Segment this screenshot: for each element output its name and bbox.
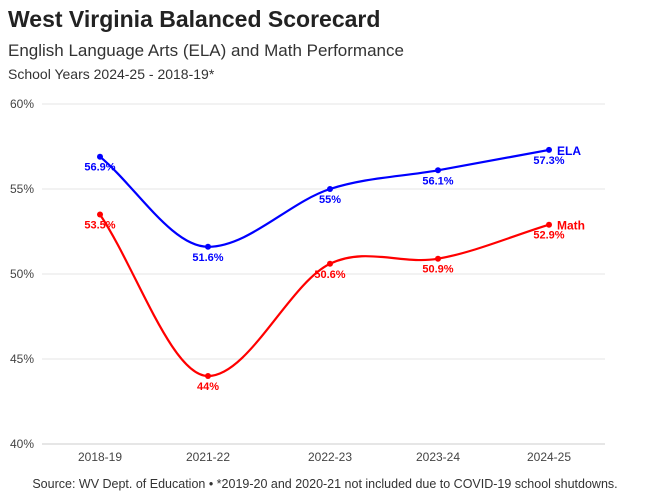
line-chart: 40% 45% 50% 55% 60% 2018-19 2021-22 2022-23 2023… (10, 97, 605, 464)
ela-point (97, 153, 103, 160)
x-tick-label: 2023-24 (416, 450, 460, 464)
math-data-label: 52.9% (533, 230, 564, 242)
x-tick-label: 2022-23 (308, 450, 352, 464)
ela-series-label: ELA (557, 144, 581, 158)
source-note: Source: WV Dept. of Education • *2019-20… (32, 477, 618, 491)
math-series-label: Math (557, 219, 585, 233)
ela-point (205, 243, 211, 250)
chart-subtitle: English Language Arts (ELA) and Math Per… (8, 41, 404, 60)
y-tick-label: 55% (10, 182, 34, 196)
x-tick-label: 2018-19 (78, 450, 122, 464)
y-tick-label: 45% (10, 352, 34, 366)
ela-data-label: 56.9% (84, 162, 115, 174)
ela-data-label: 56.1% (422, 175, 453, 187)
math-point (97, 211, 103, 218)
math-data-label: 44% (197, 381, 219, 393)
math-data-label: 50.6% (314, 269, 345, 281)
ela-data-label: 55% (319, 194, 341, 206)
math-point (435, 255, 441, 262)
chart-title: West Virginia Balanced Scorecard (8, 6, 381, 32)
y-tick-label: 60% (10, 97, 34, 111)
y-tick-label: 50% (10, 267, 34, 281)
math-line (99, 213, 550, 378)
chart-subtitle-years: School Years 2024-25 - 2018-19* (8, 66, 215, 82)
ela-data-label: 57.3% (533, 155, 564, 167)
math-point (327, 260, 333, 267)
y-tick-label: 40% (10, 437, 34, 451)
ela-line (99, 148, 550, 248)
ela-data-label: 51.6% (192, 252, 223, 264)
math-data-label: 53.5% (84, 220, 115, 232)
ela-point (546, 146, 552, 153)
math-point (546, 221, 552, 228)
math-point (205, 373, 211, 379)
math-data-label: 50.9% (422, 264, 453, 276)
x-tick-label: 2021-22 (186, 450, 230, 464)
ela-point (435, 167, 441, 174)
x-tick-label: 2024-25 (527, 450, 571, 464)
ela-point (327, 186, 333, 192)
